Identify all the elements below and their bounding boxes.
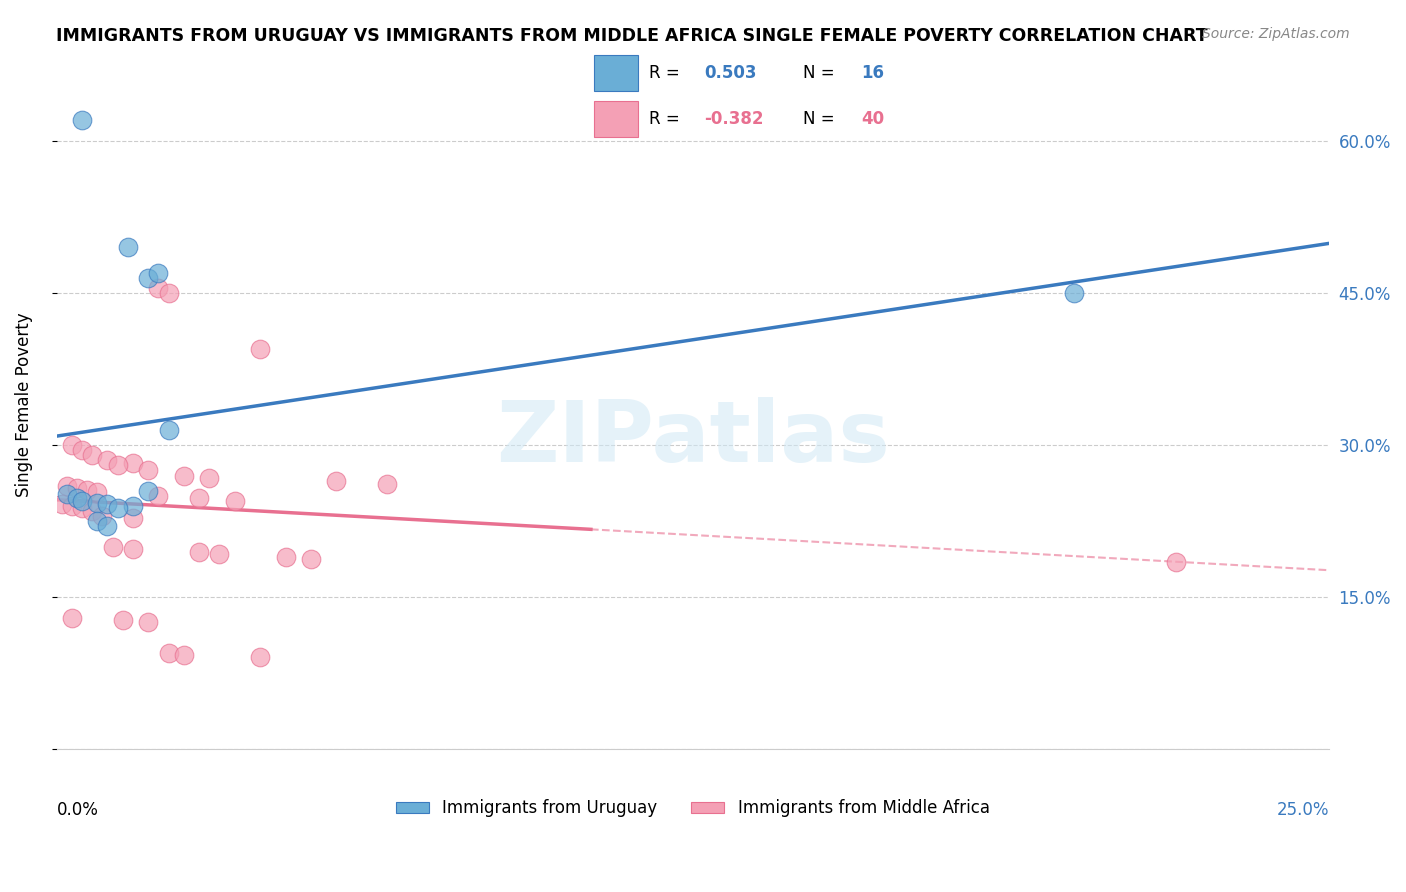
Text: R =: R = [650, 64, 685, 82]
Point [377, 476, 399, 491]
Bar [595, 101, 638, 137]
Point [188, 544, 211, 558]
Text: 16: 16 [862, 64, 884, 82]
Point [208, 547, 231, 561]
Y-axis label: Single Female Poverty: Single Female Poverty [15, 312, 32, 497]
Point [82, 448, 104, 462]
Point [96, 453, 118, 467]
Point [70, 494, 93, 508]
Point [325, 474, 347, 488]
Point [56, 478, 79, 492]
Point [66, 481, 89, 495]
Text: 25.0%: 25.0% [1277, 801, 1329, 819]
Point [96, 519, 118, 533]
Point [136, 483, 159, 498]
Point [136, 463, 159, 477]
Point [60, 438, 83, 452]
Point [122, 541, 145, 556]
Point [70, 113, 93, 128]
Text: R =: R = [650, 111, 685, 128]
Text: N =: N = [803, 111, 839, 128]
Point [148, 281, 170, 295]
Bar [595, 55, 638, 91]
Point [96, 497, 118, 511]
Point [107, 458, 129, 473]
Point [249, 650, 271, 665]
Text: ZIPatlas: ZIPatlas [496, 398, 890, 481]
Point [86, 496, 108, 510]
Point [66, 491, 89, 505]
Point [274, 549, 297, 564]
Point [1164, 555, 1187, 569]
Text: 0.503: 0.503 [704, 64, 756, 82]
Point [157, 423, 180, 437]
Point [136, 270, 159, 285]
Point [148, 266, 170, 280]
Text: -0.382: -0.382 [704, 111, 763, 128]
Point [122, 511, 145, 525]
Point [299, 551, 322, 566]
Point [82, 504, 104, 518]
Point [91, 509, 114, 524]
Point [70, 500, 93, 515]
Point [224, 494, 246, 508]
Point [107, 500, 129, 515]
Point [1063, 285, 1085, 300]
Text: 40: 40 [862, 111, 884, 128]
Point [136, 615, 159, 629]
Text: 0.0%: 0.0% [56, 801, 98, 819]
Point [249, 342, 271, 356]
Text: N =: N = [803, 64, 839, 82]
Point [76, 483, 98, 497]
Point [51, 497, 73, 511]
Point [157, 285, 180, 300]
Point [111, 613, 134, 627]
Point [70, 443, 93, 458]
Point [101, 540, 124, 554]
Point [60, 610, 83, 624]
Point [148, 489, 170, 503]
Point [157, 646, 180, 660]
Point [60, 499, 83, 513]
Point [86, 514, 108, 528]
Legend: Immigrants from Uruguay, Immigrants from Middle Africa: Immigrants from Uruguay, Immigrants from… [389, 792, 997, 824]
Text: IMMIGRANTS FROM URUGUAY VS IMMIGRANTS FROM MIDDLE AFRICA SINGLE FEMALE POVERTY C: IMMIGRANTS FROM URUGUAY VS IMMIGRANTS FR… [56, 27, 1208, 45]
Point [122, 456, 145, 470]
Point [173, 648, 195, 662]
Point [86, 484, 108, 499]
Point [198, 470, 221, 484]
Text: Source: ZipAtlas.com: Source: ZipAtlas.com [1202, 27, 1350, 41]
Point [56, 487, 79, 501]
Point [117, 240, 139, 254]
Point [188, 491, 211, 505]
Point [173, 468, 195, 483]
Point [122, 499, 145, 513]
